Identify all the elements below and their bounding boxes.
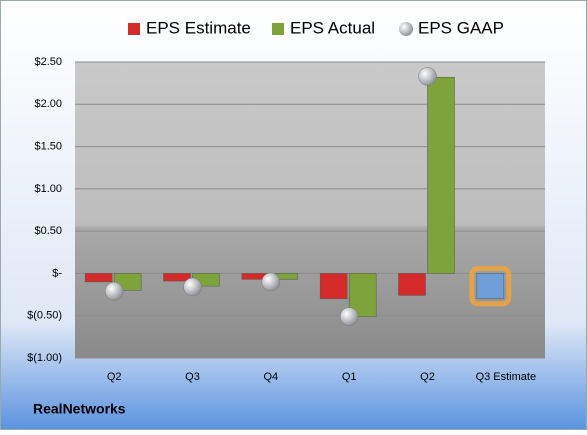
x-tick-label: Q2 xyxy=(107,371,122,383)
y-tick-label: $(0.50) xyxy=(27,310,62,322)
legend-marker xyxy=(272,23,284,35)
bar xyxy=(427,76,455,274)
bar xyxy=(476,273,505,300)
x-tick-label: Q2 xyxy=(420,371,435,383)
gaap-point xyxy=(418,67,437,86)
y-tick-label: $2.50 xyxy=(34,56,62,68)
legend-marker xyxy=(128,23,140,35)
gaap-point xyxy=(261,272,281,292)
gaap-point xyxy=(339,307,359,326)
x-tick-label: Q3 Estimate xyxy=(476,371,537,383)
y-tick-label: $1.00 xyxy=(34,183,62,195)
plot-area xyxy=(75,62,545,358)
y-tick-label: $2.00 xyxy=(34,98,62,110)
y-tick-label: $0.50 xyxy=(34,225,62,237)
y-tick-label: $1.50 xyxy=(34,140,62,152)
x-tick-label: Q4 xyxy=(263,371,278,383)
company-name: RealNetworks xyxy=(33,401,126,417)
legend-label: EPS GAAP xyxy=(418,18,504,37)
gaap-point xyxy=(104,281,124,301)
x-tick-label: Q1 xyxy=(342,371,357,383)
legend-label: EPS Estimate xyxy=(146,18,251,37)
bar xyxy=(319,273,348,300)
bar xyxy=(84,273,113,283)
bar-glow xyxy=(469,265,512,307)
y-tick-label: $- xyxy=(52,267,62,279)
bar xyxy=(163,273,191,282)
x-tick-label: Q3 xyxy=(185,371,200,383)
bar xyxy=(398,273,426,296)
legend-label: EPS Actual xyxy=(290,18,375,37)
y-tick-label: $(1.00) xyxy=(27,352,62,364)
legend-marker xyxy=(399,22,413,36)
gaap-point xyxy=(183,277,202,297)
